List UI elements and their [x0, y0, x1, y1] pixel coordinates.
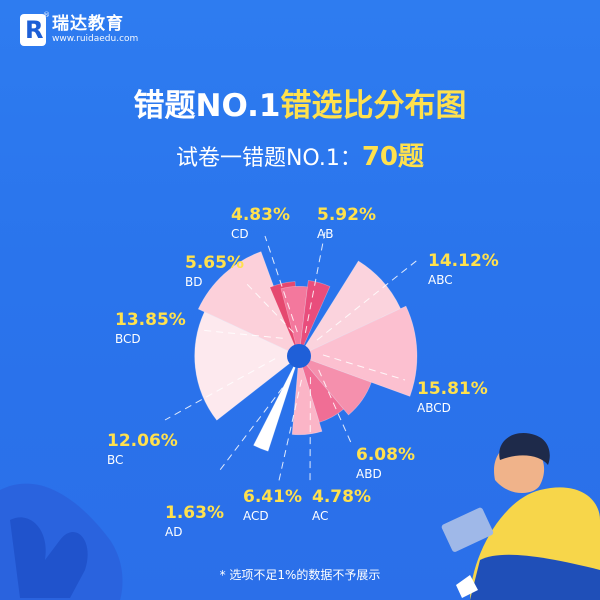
leader-line-abd	[318, 369, 353, 446]
category-label-bd: BD	[185, 275, 202, 289]
category-label-bcd: BCD	[115, 332, 141, 346]
value-label-bd: 5.65%	[185, 253, 244, 273]
leader-line-cd	[264, 235, 298, 333]
student-illustration	[441, 432, 600, 600]
value-label-bcd: 13.85%	[115, 310, 186, 330]
slice-abd	[298, 355, 372, 416]
chart-center-hole	[287, 344, 311, 368]
chart-slices	[194, 251, 418, 452]
category-label-abc: ABC	[428, 273, 453, 287]
leader-line-bcd	[199, 329, 283, 339]
title-part1: 错题NO.1	[133, 88, 281, 124]
category-label-acd: ACD	[243, 509, 269, 523]
leader-line-ad	[219, 377, 291, 471]
value-label-ab: 5.92%	[317, 205, 376, 225]
value-label-cd: 4.83%	[231, 205, 290, 225]
leader-line-abcd	[322, 354, 406, 381]
page-title: 错题NO.1错选比分布图	[0, 80, 600, 125]
slice-bcd	[197, 251, 300, 357]
registered-mark: ®	[43, 11, 50, 19]
category-label-bc: BC	[107, 453, 123, 467]
title-part2: 错选比分布图	[280, 88, 467, 124]
leader-line-acd	[277, 379, 302, 486]
slice-ad	[253, 355, 300, 452]
logo-mark: R	[20, 14, 46, 46]
value-label-ac: 4.78%	[312, 487, 371, 507]
slice-abcd	[298, 305, 418, 397]
slice-abc	[298, 260, 401, 357]
leader-line-bc	[164, 358, 276, 421]
subtitle-value: 70题	[361, 142, 425, 172]
slice-ac	[298, 355, 345, 423]
category-label-ac: AC	[312, 509, 328, 523]
category-label-abcd: ABCD	[417, 401, 451, 415]
value-label-abd: 6.08%	[356, 445, 415, 465]
footnote: * 选项不足1%的数据不予展示	[219, 568, 381, 582]
subtitle-label: 试卷一错题NO.1：	[175, 146, 362, 171]
bottom-left-calligraphy-shape	[10, 517, 88, 598]
category-label-abd: ABD	[356, 467, 382, 481]
category-label-ad: AD	[165, 525, 182, 539]
value-label-ad: 1.63%	[165, 503, 224, 523]
value-label-bc: 12.06%	[107, 431, 178, 451]
category-label-ab: AB	[317, 227, 333, 241]
slice-bc	[194, 311, 300, 421]
logo-letter: R	[25, 16, 44, 44]
subtitle: 试卷一错题NO.1：70题	[0, 136, 600, 173]
brand-url: www.ruidaedu.com	[52, 34, 139, 44]
slice-ab	[298, 280, 331, 357]
value-label-acd: 6.41%	[243, 487, 302, 507]
brand-name: 瑞达教育	[52, 14, 124, 34]
category-label-cd: CD	[231, 227, 249, 241]
slice-acd	[291, 355, 323, 436]
value-label-abcd: 15.81%	[417, 379, 488, 399]
leader-line-abc	[316, 257, 421, 341]
leader-line-ab	[304, 231, 326, 333]
brand-logo: R 瑞达教育 www.ruidaedu.com	[20, 14, 138, 46]
chart-leader-lines	[164, 231, 421, 486]
value-label-abc: 14.12%	[428, 251, 499, 271]
chart-labels: 5.92% AB 14.12% ABC 15.81% ABCD 6.08% ABD 4.78% A…	[107, 205, 499, 539]
